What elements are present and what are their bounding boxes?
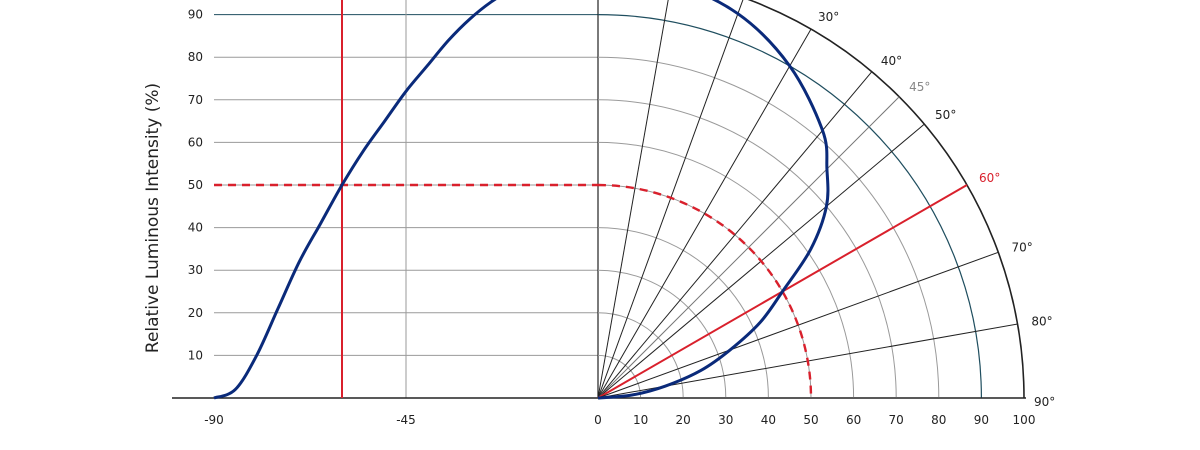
angle-label-50: 50° bbox=[935, 108, 956, 122]
r-tick-label-30: 30 bbox=[718, 413, 733, 427]
angle-label-70: 70° bbox=[1011, 241, 1032, 255]
y-tick-label-40: 40 bbox=[188, 221, 203, 235]
y-tick-label-10: 10 bbox=[188, 348, 203, 362]
angle-label-45: 45° bbox=[909, 80, 930, 94]
angle-label-40: 40° bbox=[881, 54, 902, 68]
intensity-curve-polar bbox=[597, 0, 830, 400]
y-tick-label-80: 80 bbox=[188, 50, 203, 64]
y-tick-label-90: 90 bbox=[188, 8, 203, 22]
y-tick-label-30: 30 bbox=[188, 263, 203, 277]
r-tick-label-20: 20 bbox=[676, 413, 691, 427]
intensity-curve-left bbox=[213, 0, 497, 400]
x-tick-label-left--45: -45 bbox=[396, 413, 416, 427]
y-tick-label-60: 60 bbox=[188, 135, 203, 149]
r-tick-label-100: 100 bbox=[1013, 413, 1036, 427]
polar-arc-100 bbox=[747, 0, 1025, 399]
angle-label-30: 30° bbox=[818, 10, 839, 24]
half-intensity-arc bbox=[597, 183, 813, 399]
label-layer: 10 20 30 40 50 60 70 80 90 100 -90 -45 0 10 20 30 40 50 60… bbox=[188, 8, 1056, 427]
r-tick-label-80: 80 bbox=[931, 413, 946, 427]
radial-line-70 bbox=[597, 251, 999, 399]
grid-layer bbox=[172, 0, 1026, 399]
r-tick-label-50: 50 bbox=[803, 413, 818, 427]
curve-layer bbox=[213, 0, 830, 400]
radial-line-10 bbox=[597, 0, 669, 399]
radial-line-45 bbox=[597, 96, 900, 399]
x-tick-label-left-0: 0 bbox=[594, 413, 602, 427]
r-tick-label-60: 60 bbox=[846, 413, 861, 427]
y-tick-label-50: 50 bbox=[188, 178, 203, 192]
angle-label-90: 90° bbox=[1034, 395, 1055, 409]
r-tick-label-90: 90 bbox=[974, 413, 989, 427]
r-tick-label-70: 70 bbox=[889, 413, 904, 427]
y-tick-label-70: 70 bbox=[188, 93, 203, 107]
r-tick-label-40: 40 bbox=[761, 413, 776, 427]
radial-line-40 bbox=[597, 71, 873, 399]
r-tick-label-10: 10 bbox=[633, 413, 648, 427]
angle-label-60: 60° bbox=[979, 171, 1000, 185]
angle-label-80: 80° bbox=[1031, 315, 1052, 329]
x-tick-label-left--90: -90 bbox=[204, 413, 224, 427]
radial-line-30 bbox=[597, 28, 812, 399]
y-axis-label: Relative Luminous Intensity (%) bbox=[143, 83, 163, 353]
y-tick-label-20: 20 bbox=[188, 306, 203, 320]
